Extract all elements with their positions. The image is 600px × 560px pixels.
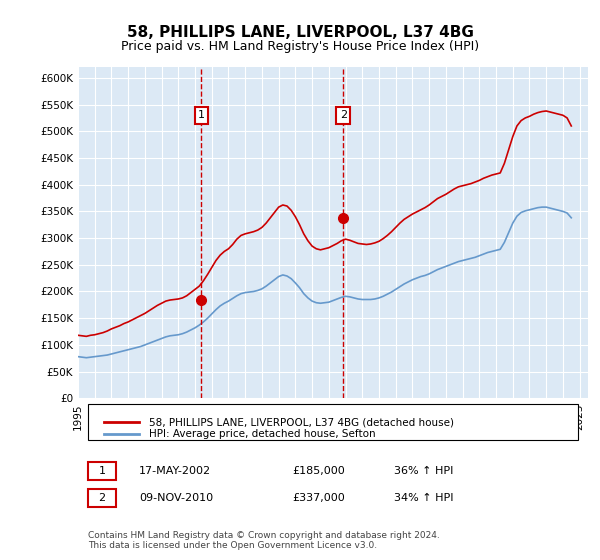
Text: 36% ↑ HPI: 36% ↑ HPI — [394, 465, 454, 475]
FancyBboxPatch shape — [88, 488, 116, 507]
Text: HPI: Average price, detached house, Sefton: HPI: Average price, detached house, Seft… — [149, 430, 376, 440]
Text: 58, PHILLIPS LANE, LIVERPOOL, L37 4BG (detached house): 58, PHILLIPS LANE, LIVERPOOL, L37 4BG (d… — [149, 417, 454, 427]
Text: 34% ↑ HPI: 34% ↑ HPI — [394, 493, 454, 503]
Text: 2: 2 — [340, 110, 347, 120]
Text: Contains HM Land Registry data © Crown copyright and database right 2024.
This d: Contains HM Land Registry data © Crown c… — [88, 531, 440, 550]
Bar — [88, 404, 578, 441]
Text: 2: 2 — [98, 493, 106, 503]
Text: £185,000: £185,000 — [292, 465, 345, 475]
Text: 58, PHILLIPS LANE, LIVERPOOL, L37 4BG: 58, PHILLIPS LANE, LIVERPOOL, L37 4BG — [127, 25, 473, 40]
Text: 1: 1 — [98, 465, 106, 475]
FancyBboxPatch shape — [88, 461, 116, 479]
Text: 09-NOV-2010: 09-NOV-2010 — [139, 493, 214, 503]
Text: £337,000: £337,000 — [292, 493, 345, 503]
Text: 17-MAY-2002: 17-MAY-2002 — [139, 465, 211, 475]
Text: 1: 1 — [198, 110, 205, 120]
Text: Price paid vs. HM Land Registry's House Price Index (HPI): Price paid vs. HM Land Registry's House … — [121, 40, 479, 53]
